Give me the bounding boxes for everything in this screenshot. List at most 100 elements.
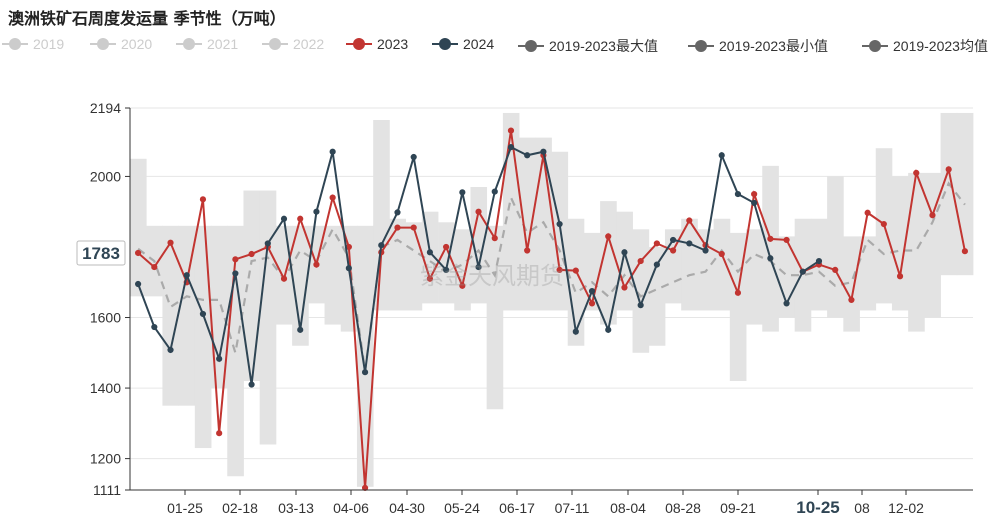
legend-label: 2021 — [207, 36, 239, 52]
series-2024-point — [459, 189, 466, 196]
legend-line-dot-icon — [346, 37, 372, 51]
series-2024-point — [718, 152, 725, 159]
y-tick-label: 1600 — [90, 310, 121, 326]
series-2024-point — [783, 300, 790, 307]
series-2023-point — [961, 248, 968, 255]
legend-label: 2022 — [293, 36, 325, 52]
legend-item-max[interactable]: 2019-2023最大值 — [518, 36, 658, 56]
band-segment — [519, 137, 536, 311]
series-2023-point — [329, 194, 336, 201]
series-2024-point — [151, 323, 158, 331]
series-2024-point — [329, 148, 336, 155]
legend-item-min[interactable]: 2019-2023最小值 — [688, 36, 828, 56]
x-tick-label: 04-06 — [333, 500, 369, 516]
series-2024-point — [313, 208, 320, 215]
series-2023-point — [556, 266, 563, 274]
legend-item-2022[interactable]: 2022 — [262, 36, 324, 52]
x-tick-label: 09-21 — [720, 500, 756, 516]
series-2023-point — [313, 261, 320, 268]
legend-item-avg[interactable]: 2019-2023均值 — [862, 36, 988, 56]
series-2024-point — [199, 310, 207, 318]
series-2023-point — [248, 250, 255, 258]
series-2024-point — [216, 355, 223, 362]
band-segment — [470, 187, 488, 304]
x-tick-label: 01-25 — [167, 500, 203, 516]
series-2024-point — [669, 236, 677, 244]
band-segment — [356, 225, 374, 487]
legend-item-2021[interactable]: 2021 — [176, 36, 238, 52]
series-2024-point — [605, 326, 612, 333]
x-tick-label: 07-11 — [555, 500, 590, 516]
series-2024[interactable] — [135, 144, 823, 388]
series-2023-point — [896, 273, 904, 280]
series-2023-point — [394, 224, 401, 231]
band-segment — [908, 172, 925, 332]
series-2024-point — [475, 263, 482, 271]
series-2023-point — [848, 296, 855, 303]
legend-item-2024[interactable]: 2024 — [432, 36, 494, 52]
series-2024-point — [345, 265, 352, 272]
series-2024-point — [248, 381, 255, 388]
series-2023-point — [767, 235, 774, 242]
band-segment — [940, 112, 958, 276]
x-tick-label: 12-02 — [888, 500, 924, 516]
series-2024-point — [264, 240, 271, 247]
legend-item-2023[interactable]: 2023 — [346, 36, 408, 52]
band-segment — [891, 176, 909, 311]
y-tick-label: 2000 — [90, 168, 121, 184]
band-segment — [340, 225, 358, 332]
series-2024-point — [653, 261, 660, 268]
legend-label: 2019 — [33, 36, 65, 52]
series-2023-point — [913, 169, 920, 177]
legend-label: 2023 — [377, 36, 409, 52]
crosshair-y-label: 1783 — [82, 244, 120, 263]
max-min-band — [130, 112, 974, 487]
series-2024-point — [556, 220, 563, 228]
legend-line-dot-icon — [518, 39, 544, 53]
series-2023-point — [443, 243, 450, 251]
legend-item-2020[interactable]: 2020 — [90, 36, 152, 52]
series-2023-point — [621, 284, 628, 291]
series-2024-point — [443, 266, 450, 274]
series-2023-point — [410, 224, 417, 231]
series-2024-point — [767, 255, 774, 262]
series-2024-point — [491, 188, 498, 195]
series-2023-point — [135, 249, 142, 257]
x-tick-label: 08-04 — [610, 500, 646, 516]
series-2023-point — [669, 247, 677, 254]
series-2023-point — [216, 430, 223, 437]
series-2023-point — [232, 256, 239, 263]
series-2023-point — [605, 233, 612, 240]
series-2024-point — [588, 287, 596, 295]
band-segment — [632, 229, 650, 353]
series-2023-point — [151, 263, 158, 271]
band-segment — [648, 246, 666, 346]
series-2023-point — [686, 217, 693, 224]
watermark: 紫金天风期货 — [420, 262, 564, 290]
series-2024-point — [280, 215, 288, 222]
legend-item-2019[interactable]: 2019 — [2, 36, 64, 52]
series-2023-point — [426, 275, 434, 282]
band-segment — [827, 176, 844, 318]
average-series — [137, 181, 966, 371]
band-segment — [794, 218, 812, 332]
x-tick-label: 06-17 — [499, 500, 535, 516]
axes: 1111 1200 1400 1600 2000 2194 01-25 02-18 03-13 0… — [76, 100, 973, 517]
series-2023-point — [491, 235, 498, 242]
legend-line-dot-icon — [2, 37, 28, 51]
band-segment — [567, 218, 585, 346]
band-segment — [389, 218, 406, 311]
legend-label: 2019-2023均值 — [893, 38, 988, 54]
series-2023-point — [507, 127, 515, 134]
series-2024-point — [378, 242, 385, 249]
x-tick-label: 08-28 — [665, 500, 701, 516]
series-2024-point — [297, 326, 304, 333]
band-segment — [373, 119, 390, 311]
band-segment — [438, 222, 455, 304]
series-2024-point — [799, 268, 806, 275]
series-2023-point — [880, 220, 887, 228]
legend-label: 2024 — [463, 36, 495, 52]
series-2024-point — [426, 249, 434, 256]
series-2024-point — [734, 190, 742, 198]
